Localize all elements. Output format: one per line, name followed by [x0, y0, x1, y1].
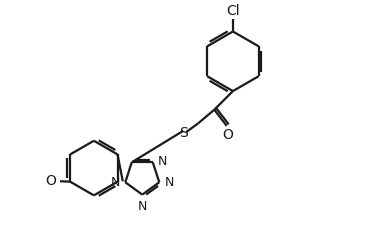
Text: O: O: [223, 128, 234, 142]
Text: O: O: [45, 174, 56, 188]
Text: N: N: [138, 200, 148, 212]
Text: S: S: [179, 126, 187, 140]
Text: N: N: [111, 176, 120, 189]
Text: N: N: [158, 155, 167, 168]
Text: Cl: Cl: [226, 4, 240, 18]
Text: N: N: [164, 176, 174, 189]
